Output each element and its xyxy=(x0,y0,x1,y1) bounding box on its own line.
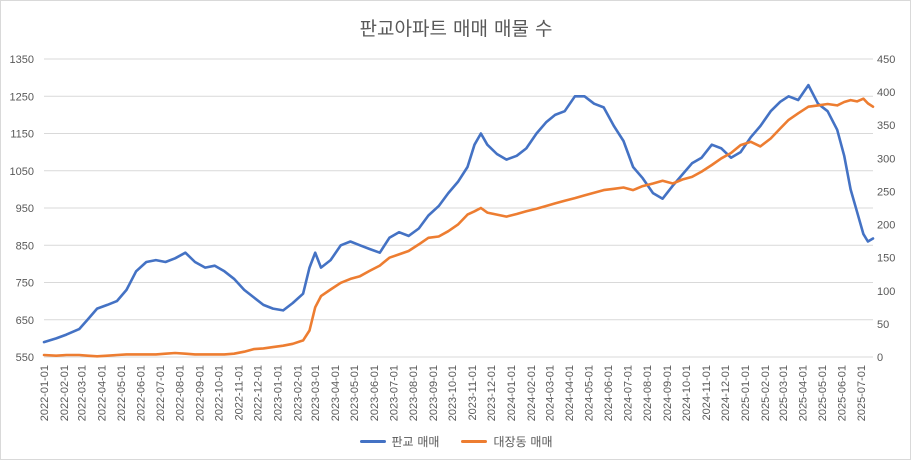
right-tick-label: 300 xyxy=(877,153,895,165)
x-tick-label: 2023-02-01 xyxy=(292,365,304,421)
x-tick-label: 2023-12-01 xyxy=(486,365,498,421)
x-tick-label: 2024-08-01 xyxy=(642,365,654,421)
x-tick-label: 2024-04-01 xyxy=(564,365,576,421)
right-y-axis: 0 50 100 150 200 250 300 350 400 450 xyxy=(877,54,895,364)
left-tick-label: 1150 xyxy=(10,129,34,141)
right-tick-label: 200 xyxy=(877,220,895,232)
x-tick-label: 2023-03-01 xyxy=(310,365,322,421)
right-tick-label: 150 xyxy=(877,253,895,265)
x-tick-label: 2025-06-01 xyxy=(837,365,849,421)
x-tick-label: 2023-11-01 xyxy=(467,365,479,420)
x-tick-label: 2024-09-01 xyxy=(662,365,674,421)
x-axis: 2022-01-01 2022-02-01 2022-03-01 2022-04-01… xyxy=(39,365,868,421)
left-tick-label: 1050 xyxy=(10,166,34,178)
right-tick-label: 400 xyxy=(877,87,895,99)
right-tick-label: 100 xyxy=(877,286,895,298)
right-tick-label: 350 xyxy=(877,120,895,132)
legend-item-series-2: 대장동 매매 xyxy=(461,433,553,450)
right-tick-label: 50 xyxy=(877,319,889,331)
legend-label: 판교 매매 xyxy=(391,435,440,449)
series-line-1 xyxy=(42,83,875,344)
legend-swatch-orange xyxy=(461,440,488,443)
x-tick-label: 2025-02-01 xyxy=(760,365,772,421)
left-tick-label: 1250 xyxy=(10,91,34,103)
x-tick-label: 2023-06-01 xyxy=(369,365,381,421)
x-tick-label: 2022-02-01 xyxy=(59,365,71,421)
x-tick-label: 2022-12-01 xyxy=(253,365,265,421)
x-tick-label: 2024-03-01 xyxy=(544,365,556,421)
left-tick-label: 850 xyxy=(16,240,34,252)
x-tick-label: 2023-01-01 xyxy=(272,365,284,421)
x-tick-label: 2022-06-01 xyxy=(136,365,148,421)
left-tick-label: 950 xyxy=(16,203,34,215)
x-tick-label: 2022-07-01 xyxy=(155,365,167,421)
x-tick-label: 2023-09-01 xyxy=(428,365,440,421)
series-lines xyxy=(42,83,875,358)
legend: 판교 매매 대장동 매매 xyxy=(0,433,912,450)
x-tick-label: 2025-07-01 xyxy=(856,365,868,421)
series-line-2 xyxy=(42,97,875,358)
x-tick-label: 2022-10-01 xyxy=(214,365,226,421)
x-tick-label: 2024-10-01 xyxy=(681,365,693,421)
x-tick-label: 2025-01-01 xyxy=(740,365,752,421)
left-tick-label: 550 xyxy=(16,352,34,364)
right-tick-label: 450 xyxy=(877,54,895,66)
x-tick-label: 2024-01-01 xyxy=(506,365,518,421)
left-tick-label: 650 xyxy=(16,315,34,327)
legend-swatch-blue xyxy=(359,440,386,443)
x-tick-label: 2023-04-01 xyxy=(330,365,342,421)
x-tick-label: 2022-01-01 xyxy=(39,365,51,421)
left-y-axis: 550 650 750 850 950 1050 1150 1250 1350 xyxy=(10,54,34,364)
right-tick-label: 0 xyxy=(877,352,883,364)
x-tick-label: 2022-11-01 xyxy=(233,365,245,420)
left-tick-label: 1350 xyxy=(10,54,34,66)
x-tick-label: 2023-10-01 xyxy=(447,365,459,421)
x-tick-label: 2024-07-01 xyxy=(622,365,634,421)
x-tick-label: 2022-03-01 xyxy=(77,365,89,421)
x-tick-label: 2023-08-01 xyxy=(408,365,420,421)
x-tick-label: 2023-05-01 xyxy=(349,365,361,421)
x-tick-label: 2025-05-01 xyxy=(817,365,829,421)
legend-item-series-1: 판교 매매 xyxy=(359,433,440,450)
x-tick-label: 2024-02-01 xyxy=(526,365,538,421)
x-tick-label: 2024-05-01 xyxy=(583,365,595,421)
x-tick-label: 2022-04-01 xyxy=(97,365,109,421)
x-tick-label: 2025-03-01 xyxy=(778,365,790,421)
right-tick-label: 250 xyxy=(877,186,895,198)
x-tick-label: 2022-05-01 xyxy=(116,365,128,421)
x-tick-label: 2022-09-01 xyxy=(194,365,206,421)
x-tick-label: 2023-07-01 xyxy=(388,365,400,421)
x-tick-label: 2022-08-01 xyxy=(175,365,187,421)
x-tick-label: 2024-11-01 xyxy=(701,365,713,420)
chart-title: 판교아파트 매매 매물 수 xyxy=(359,18,553,40)
legend-label: 대장동 매매 xyxy=(493,435,553,449)
x-tick-label: 2024-12-01 xyxy=(720,365,732,421)
x-tick-label: 2024-06-01 xyxy=(603,365,615,421)
left-tick-label: 750 xyxy=(16,278,34,290)
gridlines xyxy=(44,58,873,358)
x-tick-label: 2025-04-01 xyxy=(798,365,810,421)
